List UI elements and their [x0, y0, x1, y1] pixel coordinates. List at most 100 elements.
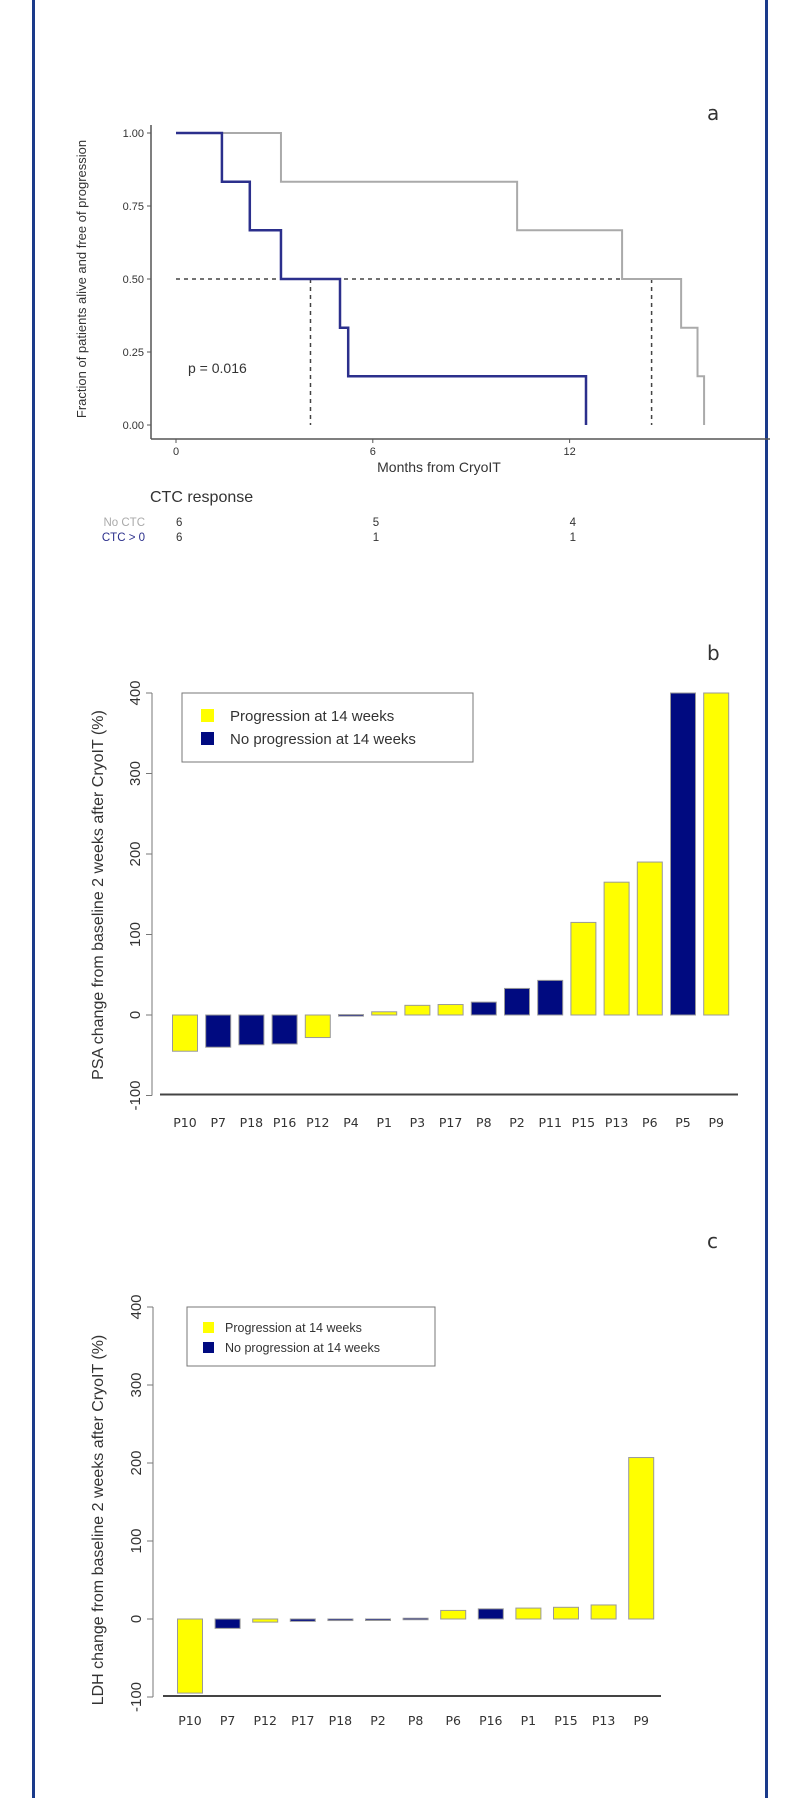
- y-tick-label: 0: [127, 1011, 144, 1019]
- risk-table-count: 6: [176, 532, 182, 544]
- risk-row-label-no-ctc: No CTC: [103, 517, 145, 529]
- y-tick-label: 0.25: [123, 347, 144, 359]
- bar-P4: [338, 1014, 364, 1017]
- panel-letter-c: c: [707, 1229, 718, 1253]
- x-category-label: P9: [708, 1115, 724, 1130]
- y-tick-label: -100: [128, 1682, 145, 1712]
- x-category-label: P2: [370, 1713, 386, 1728]
- bar-P10: [172, 1014, 198, 1052]
- legend-label-progression: Progression at 14 weeks: [225, 1321, 362, 1335]
- y-tick-label: 100: [127, 922, 144, 947]
- x-category-label: P10: [178, 1713, 201, 1728]
- y-tick-label: 300: [127, 761, 144, 786]
- legend-box: [181, 692, 474, 763]
- x-category-label: P1: [521, 1713, 537, 1728]
- bar-P2: [365, 1618, 391, 1621]
- x-axis-label: Months from CryoIT: [377, 459, 501, 475]
- x-category-label: P1: [376, 1115, 392, 1130]
- panel-letter-b: b: [707, 641, 720, 665]
- x-category-label: P10: [173, 1115, 196, 1130]
- y-tick-label: 400: [127, 680, 144, 705]
- risk-table-count: 5: [373, 517, 379, 529]
- bar-P1: [515, 1607, 542, 1620]
- legend-swatch-no-progression: [201, 732, 214, 745]
- legend-swatch-no-progression: [203, 1342, 214, 1353]
- bar-P7: [214, 1618, 241, 1629]
- km-curve-ctc: [176, 131, 588, 425]
- legend-label-progression: Progression at 14 weeks: [230, 708, 394, 725]
- legend-label-no-progression: No progression at 14 weeks: [230, 731, 416, 748]
- p-value-annotation: p = 0.016: [188, 360, 247, 376]
- bar-P13: [590, 1604, 617, 1620]
- y-tick-label: 200: [128, 1450, 145, 1475]
- bar-P8: [402, 1617, 429, 1621]
- x-category-label: P8: [408, 1713, 424, 1728]
- y-tick-label: 200: [127, 841, 144, 866]
- x-category-label: P15: [554, 1713, 577, 1728]
- x-tick-label: 6: [370, 446, 376, 458]
- x-category-label: P5: [675, 1115, 691, 1130]
- y-tick-label: 400: [128, 1294, 145, 1319]
- y-axis-label: Fraction of patients alive and free of p…: [74, 140, 89, 418]
- bar-P5: [670, 692, 696, 1016]
- risk-table-count: 1: [373, 532, 379, 544]
- bar-P18: [238, 1014, 265, 1046]
- risk-row-label-ctc: CTC > 0: [102, 532, 145, 544]
- y-tick-label: 100: [128, 1528, 145, 1553]
- risk-table-count: 6: [176, 517, 182, 529]
- x-category-label: P12: [253, 1713, 276, 1728]
- x-category-label: P16: [273, 1115, 296, 1130]
- bar-P10: [177, 1618, 203, 1694]
- x-category-label: P18: [329, 1713, 352, 1728]
- x-category-label: P18: [240, 1115, 263, 1130]
- legend-swatch-progression: [201, 709, 214, 722]
- x-category-label: P8: [476, 1115, 492, 1130]
- x-category-label: P15: [572, 1115, 595, 1130]
- bar-P15: [553, 1606, 579, 1620]
- x-category-label: P9: [633, 1713, 649, 1728]
- bar-P17: [289, 1618, 316, 1622]
- legend-swatch-progression: [203, 1322, 214, 1333]
- x-tick-label: 0: [173, 446, 179, 458]
- y-tick-label: 0.75: [123, 201, 144, 213]
- bar-P12: [304, 1014, 331, 1039]
- risk-table-title: CTC response: [150, 489, 253, 506]
- bar-P16: [477, 1608, 504, 1620]
- x-category-label: P17: [291, 1713, 314, 1728]
- risk-table-count: 1: [570, 532, 576, 544]
- bar-P17: [437, 1004, 464, 1016]
- x-category-label: P6: [642, 1115, 658, 1130]
- bar-P16: [271, 1014, 298, 1045]
- bar-P6: [440, 1609, 467, 1620]
- panel-b-psa-bar-chart: b PSA change from baseline 2 weeks after…: [90, 641, 738, 1130]
- x-category-label: P13: [605, 1115, 628, 1130]
- x-category-label: P2: [509, 1115, 525, 1130]
- panel-letter-a: a: [707, 101, 719, 125]
- legend-box: [186, 1306, 436, 1367]
- bar-P9: [703, 692, 730, 1016]
- x-category-label: P4: [343, 1115, 359, 1130]
- bar-P3: [404, 1004, 431, 1016]
- risk-table-count: 4: [570, 517, 577, 529]
- y-tick-label: 0.00: [123, 420, 144, 432]
- y-axis-label: PSA change from baseline 2 weeks after C…: [90, 710, 107, 1080]
- y-tick-label: -100: [127, 1080, 144, 1110]
- bar-P1: [371, 1011, 398, 1016]
- bar-P9: [628, 1457, 655, 1620]
- bar-P11: [537, 979, 564, 1016]
- x-category-label: P7: [210, 1115, 226, 1130]
- bar-P18: [327, 1618, 354, 1622]
- bar-P12: [252, 1618, 279, 1623]
- bar-P7: [205, 1014, 232, 1048]
- bar-P15: [570, 921, 597, 1016]
- y-tick-label: 1.00: [123, 128, 144, 140]
- panel-a-km-plot: a Fraction of patients alive and free of…: [74, 101, 770, 544]
- legend-label-no-progression: No progression at 14 weeks: [225, 1341, 380, 1355]
- y-tick-label: 0.50: [123, 274, 144, 286]
- x-category-label: P6: [445, 1713, 461, 1728]
- x-category-label: P13: [592, 1713, 615, 1728]
- bar-P8: [470, 1001, 497, 1016]
- y-axis-label: LDH change from baseline 2 weeks after C…: [90, 1335, 107, 1706]
- km-curve-no-ctc: [176, 132, 706, 425]
